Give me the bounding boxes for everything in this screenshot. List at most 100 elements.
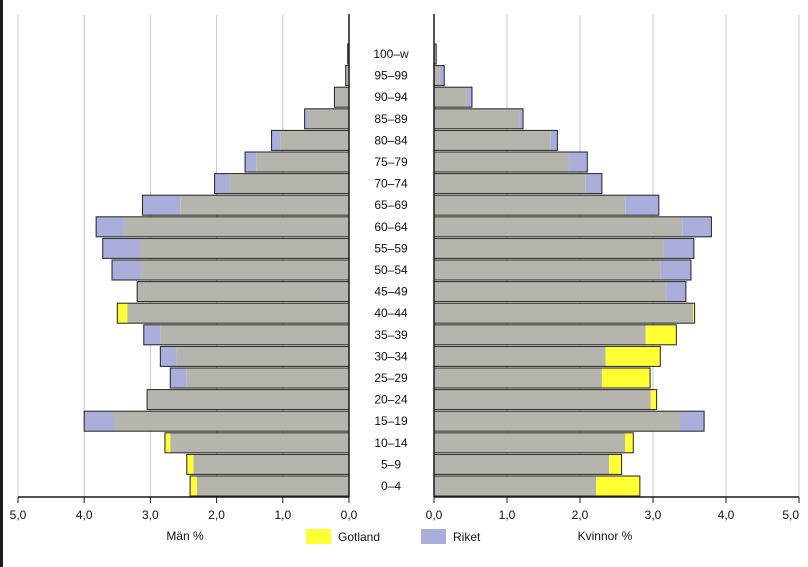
right-bar-overlap bbox=[434, 281, 667, 302]
right-bar-overlap bbox=[434, 130, 551, 151]
right-tick-label: 0,0 bbox=[426, 508, 443, 522]
left-bar-riket-excess bbox=[96, 216, 124, 237]
left-border bbox=[0, 0, 3, 567]
right-bar-overlap bbox=[434, 195, 626, 216]
left-bar-riket-excess bbox=[84, 411, 114, 432]
age-group-label: 55–59 bbox=[374, 241, 408, 255]
right-bar-gotland-excess bbox=[625, 432, 634, 453]
left-bar-riket-excess bbox=[170, 368, 187, 388]
right-bar-overlap bbox=[434, 303, 694, 324]
left-axis-label: Män % bbox=[166, 529, 204, 543]
right-tick-label: 3,0 bbox=[645, 508, 662, 522]
right-bar-riket-excess bbox=[519, 108, 524, 129]
right-bar-riket-excess bbox=[682, 216, 712, 237]
right-bar-gotland-excess bbox=[693, 303, 695, 324]
left-bar-riket-excess bbox=[102, 238, 141, 259]
left-bar-riket-excess bbox=[112, 260, 141, 280]
left-tick-label: 1,0 bbox=[274, 508, 291, 522]
legend: Gotland Riket bbox=[306, 529, 481, 544]
right-bar-overlap bbox=[434, 87, 467, 108]
left-bar-gotland-excess bbox=[117, 303, 128, 324]
left-bar-gotland-excess bbox=[164, 432, 171, 453]
age-group-label: 75–79 bbox=[374, 155, 408, 169]
right-bar-riket-excess bbox=[439, 65, 445, 86]
right-bar-gotland-excess bbox=[596, 476, 640, 496]
right-bar-riket-excess bbox=[625, 195, 659, 216]
left-bar-overlap bbox=[280, 130, 349, 151]
right-bar-overlap bbox=[434, 152, 570, 172]
left-bar-riket-excess bbox=[334, 87, 336, 108]
age-group-label: 60–64 bbox=[374, 220, 408, 234]
left-bar-overlap bbox=[113, 411, 350, 432]
right-bar-riket-excess bbox=[663, 238, 694, 259]
left-bar-gotland-excess bbox=[186, 454, 194, 475]
left-bar-riket-excess bbox=[160, 346, 177, 367]
right-bar-overlap bbox=[434, 346, 606, 367]
left-tick-label: 0,0 bbox=[341, 508, 358, 522]
left-bar-riket-excess bbox=[142, 195, 181, 216]
right-tick-label: 5,0 bbox=[782, 508, 799, 522]
age-group-label: 100–w bbox=[373, 47, 409, 61]
left-bar-riket-excess bbox=[214, 173, 230, 194]
legend-label-riket: Riket bbox=[453, 530, 481, 544]
age-group-label: 85–89 bbox=[374, 112, 408, 126]
left-bar-overlap bbox=[335, 87, 349, 108]
age-group-label: 15–19 bbox=[374, 414, 408, 428]
age-group-label: 40–44 bbox=[374, 306, 408, 320]
age-group-label: 35–39 bbox=[374, 328, 408, 342]
age-labels: 100–w 95–99 90–94 85–89 80–84 75–79 70–74 65–69… bbox=[373, 47, 409, 493]
right-bar-riket-excess bbox=[680, 411, 705, 432]
right-axis-label: Kvinnor % bbox=[578, 529, 633, 543]
right-bar-gotland-excess bbox=[601, 368, 651, 388]
legend-swatch-gotland bbox=[306, 529, 331, 544]
left-bar-riket-excess bbox=[143, 324, 161, 345]
left-tick-label: 3,0 bbox=[142, 508, 159, 522]
right-bar-riket-excess bbox=[569, 152, 588, 172]
age-group-label: 30–34 bbox=[374, 349, 408, 363]
right-bar-gotland-excess bbox=[605, 346, 661, 367]
axes bbox=[17, 14, 800, 503]
left-bar-overlap bbox=[127, 303, 349, 324]
right-bar-gotland-excess bbox=[645, 324, 677, 345]
left-bar-overlap bbox=[140, 260, 349, 280]
left-bar-overlap bbox=[256, 152, 349, 172]
age-group-label: 70–74 bbox=[374, 177, 408, 191]
right-bar-riket-excess bbox=[666, 281, 686, 302]
age-group-label: 50–54 bbox=[374, 263, 408, 277]
legend-label-gotland: Gotland bbox=[338, 530, 380, 544]
age-group-label: 45–49 bbox=[374, 285, 408, 299]
left-bar-overlap bbox=[176, 346, 349, 367]
age-group-label: 20–24 bbox=[374, 393, 408, 407]
left-bar-gotland-excess bbox=[190, 476, 197, 496]
age-group-label: 5–9 bbox=[381, 457, 401, 471]
left-bar-overlap bbox=[193, 454, 349, 475]
age-group-label: 10–14 bbox=[374, 436, 408, 450]
left-tick-label: 4,0 bbox=[76, 508, 93, 522]
right-bar-gotland-excess bbox=[609, 454, 622, 475]
age-group-label: 80–84 bbox=[374, 133, 408, 147]
left-bar-overlap bbox=[160, 324, 349, 345]
age-group-label: 25–29 bbox=[374, 371, 408, 385]
left-bar-overlap bbox=[186, 368, 349, 388]
right-bar-overlap bbox=[434, 411, 681, 432]
left-bar-riket-excess bbox=[304, 108, 308, 129]
right-bar-overlap bbox=[434, 476, 597, 496]
right-bar-overlap bbox=[434, 324, 646, 345]
left-bar-riket-excess bbox=[245, 152, 257, 172]
bars bbox=[83, 43, 712, 497]
right-bar-riket-excess bbox=[550, 130, 558, 151]
right-bar-overlap bbox=[434, 216, 683, 237]
right-bar-overlap bbox=[434, 389, 651, 410]
left-tick-label: 5,0 bbox=[10, 508, 27, 522]
right-bar-gotland-excess bbox=[650, 389, 657, 410]
right-bar-riket-excess bbox=[585, 173, 602, 194]
right-bar-overlap bbox=[434, 238, 664, 259]
left-bar-overlap bbox=[170, 432, 349, 453]
left-bar-overlap bbox=[137, 281, 349, 302]
left-bar-overlap bbox=[196, 476, 349, 496]
left-bar-overlap bbox=[307, 108, 349, 129]
age-group-label: 0–4 bbox=[381, 479, 401, 493]
left-bar-overlap bbox=[180, 195, 349, 216]
left-bar-overlap bbox=[346, 65, 349, 86]
right-bar-riket-excess bbox=[660, 260, 691, 280]
